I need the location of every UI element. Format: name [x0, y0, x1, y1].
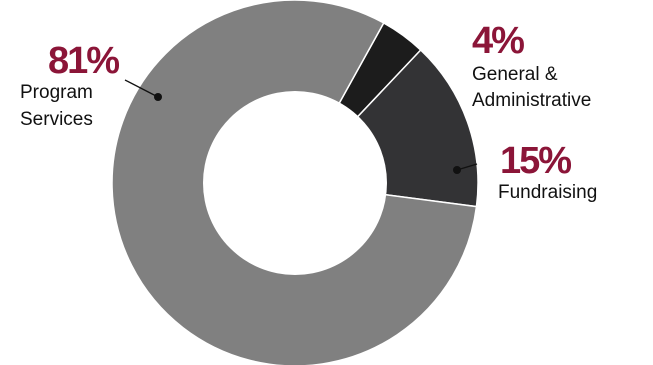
fundraising-percent: 15% [500, 140, 571, 182]
callout-dots [124, 79, 478, 174]
general-administrative-label-line1: General & [472, 64, 558, 85]
general-administrative-percent: 4% [472, 20, 524, 62]
program-services-leader-line [124, 79, 159, 98]
program-services-percent: 81% [48, 40, 119, 82]
program-services-callout-dot [154, 93, 162, 101]
fundraising-label: Fundraising [498, 182, 597, 203]
general-administrative-label-line2: Administrative [472, 90, 591, 111]
program-services-label-line2: Services [20, 109, 93, 130]
program-services-label-line1: Program [20, 82, 93, 103]
fundraising-callout-dot [453, 166, 461, 174]
donut-hole [203, 91, 387, 275]
